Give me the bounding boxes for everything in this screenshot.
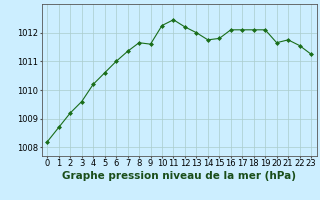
X-axis label: Graphe pression niveau de la mer (hPa): Graphe pression niveau de la mer (hPa) [62,171,296,181]
